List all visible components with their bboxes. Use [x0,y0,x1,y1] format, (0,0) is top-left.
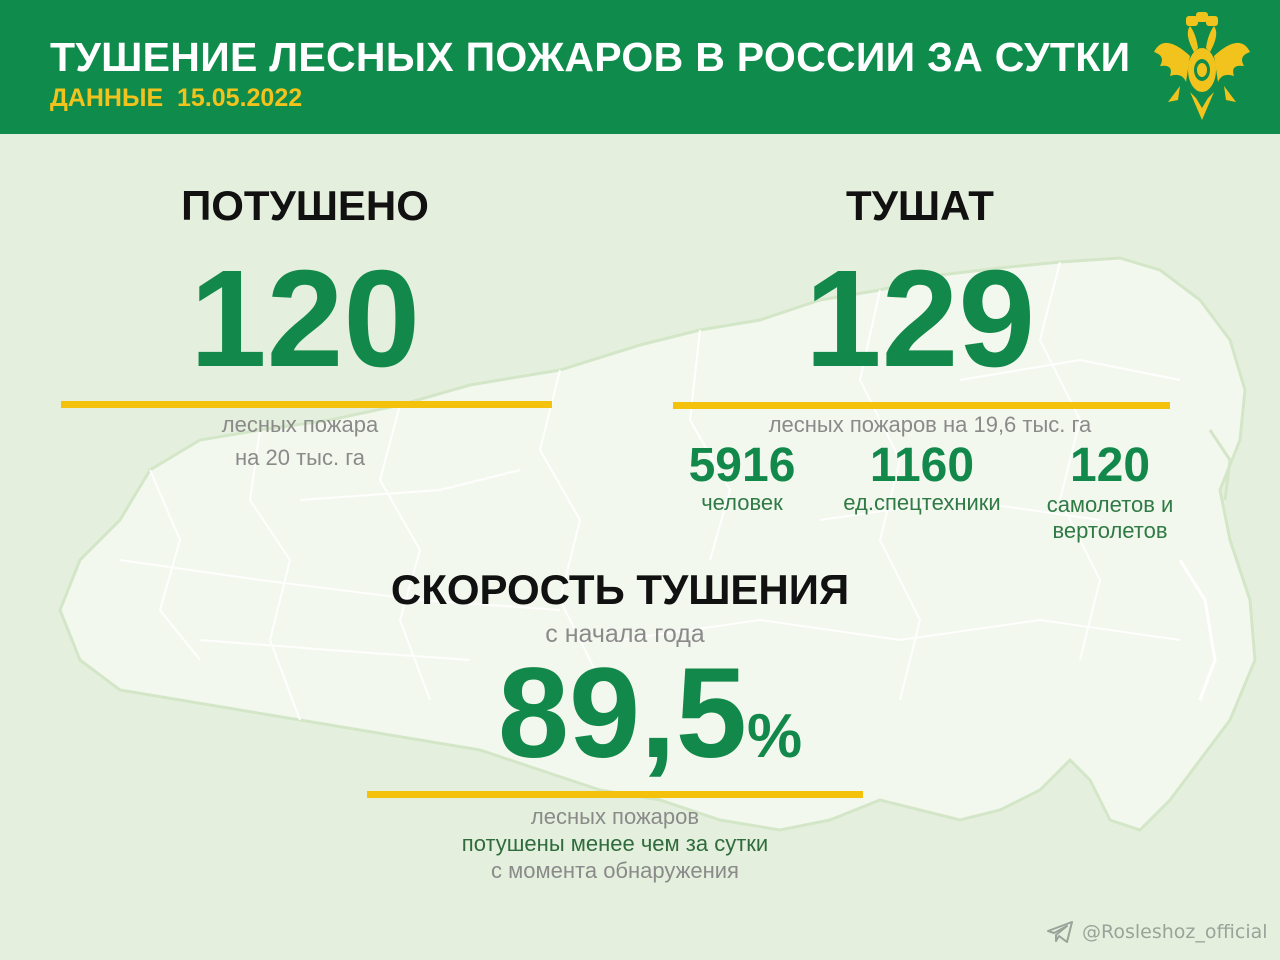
aircraft-count: 120 [1069,439,1151,492]
speed-unit: % [746,702,803,771]
equipment-label: ед.спецтехники [843,490,1001,515]
extinguished-caption-line1: лесных пожара [221,412,379,437]
aircraft-label-line1: самолетов и [1046,492,1174,517]
extinguished-heading: ПОТУШЕНО [181,182,429,229]
speed-percentage: 89,5% [420,650,880,778]
extinguished-count: 120 [189,242,421,396]
ongoing-count: 129 [804,242,1036,396]
speed-caption-line2: потушены менее чем за сутки [461,831,769,856]
double-headed-eagle-emblem-icon [1154,12,1250,120]
ongoing-divider [673,402,1170,409]
telegram-icon [1047,921,1073,943]
extinguished-caption-line2: на 20 тыс. га [235,445,365,470]
personnel-count: 5916 [688,439,796,492]
speed-caption-line3: с момента обнаружения [491,858,739,883]
report-date: ДАННЫЕ 15.05.2022 [50,84,303,112]
page-title: ТУШЕНИЕ ЛЕСНЫХ ПОЖАРОВ В РОССИИ ЗА СУТКИ [50,34,1131,80]
aircraft-label-line2: вертолетов [1052,518,1168,543]
equipment-count: 1160 [869,439,975,492]
telegram-watermark: @Rosleshoz_official [1046,918,1268,946]
speed-caption-line1: лесных пожаров [530,804,700,829]
header-banner: ТУШЕНИЕ ЛЕСНЫХ ПОЖАРОВ В РОССИИ ЗА СУТКИ… [0,0,1280,134]
telegram-handle: @Rosleshoz_official [1082,921,1268,943]
personnel-label: человек [701,490,783,515]
speed-heading: СКОРОСТЬ ТУШЕНИЯ [390,566,850,613]
speed-divider [367,791,863,798]
ongoing-heading: ТУШАТ [846,182,994,229]
extinguished-divider [61,401,552,408]
speed-subheading: с начала года [545,620,705,648]
ongoing-caption: лесных пожаров на 19,6 тыс. га [768,412,1092,437]
speed-value: 89,5 [497,642,747,785]
